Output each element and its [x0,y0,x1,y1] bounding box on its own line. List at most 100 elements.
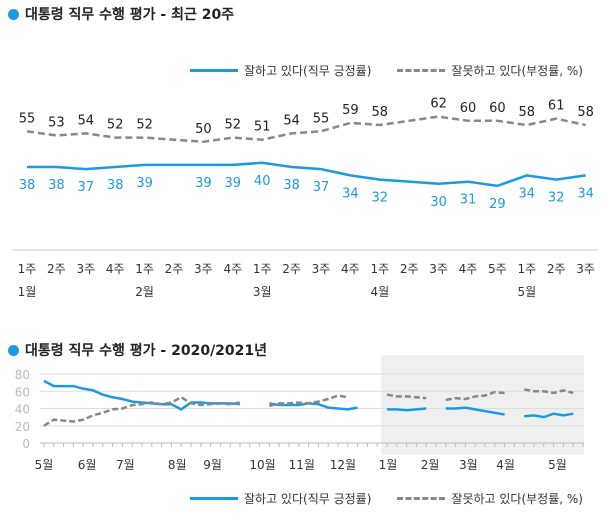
x-tick-label: 3주 [429,262,448,276]
month-label: 1월 [18,285,37,299]
disapprove-data-label: 54 [78,113,95,128]
approve-data-label: 30 [430,195,447,210]
month-label: 4월 [496,458,515,472]
approve-data-label: 34 [342,186,359,201]
legend-approve-swatch [190,69,238,72]
month-label: 2월 [135,285,154,299]
disapprove-data-label: 61 [548,99,565,114]
month-label: 2월 [421,458,440,472]
approve-data-label: 37 [313,180,330,195]
disapprove-line [445,390,505,402]
disapprove-data-label: 55 [19,111,36,126]
approve-data-label: 32 [372,191,389,206]
disapprove-data-label: 60 [460,101,477,116]
x-tick-label: 4주 [223,262,242,276]
legend-disapprove-label: 잘못하고 있다(부정률, %) [451,64,583,78]
disapprove-line [386,393,427,400]
chart-title-recent: 대통령 직무 수행 평가 - 최근 20주 [8,4,234,24]
approve-line [269,402,358,411]
legend-approve-label: 잘하고 있다(직무 긍정률) [244,492,372,506]
x-tick-label: 2주 [400,262,419,276]
month-label: 7월 [116,458,135,472]
approve-line [524,412,574,419]
y-tick-label: 60 [15,385,30,399]
x-tick-label: 2주 [47,262,66,276]
approve-data-label: 34 [577,186,594,201]
x-tick-label: 4주 [341,262,360,276]
approve-line [387,407,427,412]
x-tick-label: 1주 [18,262,37,276]
month-label: 1월 [379,458,398,472]
month-label: 4월 [370,285,389,299]
y-tick-label: 0 [22,437,30,451]
disapprove-data-label: 52 [107,118,124,133]
legend-disapprove-swatch [397,497,446,500]
approve-data-label: 34 [519,186,536,201]
approve-line [27,161,586,188]
approve-data-label: 38 [19,178,36,193]
approve-data-label: 39 [195,176,212,191]
x-tick-label: 2주 [165,262,184,276]
x-tick-label: 3주 [576,262,595,276]
month-label: 5월 [517,285,536,299]
legend-bottom: 잘하고 있다(직무 긍정률) 잘못하고 있다(부정률, %) [190,490,583,507]
x-tick-label: 3주 [76,262,95,276]
disapprove-line [269,394,349,408]
disapprove-data-label: 58 [372,105,389,120]
disapprove-line [26,115,586,144]
x-tick-label: 1주 [370,262,389,276]
approve-line [43,379,241,411]
month-label: 3월 [459,458,478,472]
y-tick-label: 20 [15,420,30,434]
x-tick-label: 3주 [312,262,331,276]
legend-disapprove-swatch [397,69,446,72]
approve-data-label: 29 [489,197,506,212]
month-label: 12월 [330,458,356,472]
x-tick-label: 2주 [282,262,301,276]
disapprove-data-label: 58 [577,105,594,120]
disapprove-data-label: 59 [342,103,359,118]
x-tick-label: 4주 [459,262,478,276]
approve-data-label: 38 [107,178,124,193]
disapprove-line [523,388,574,395]
disapprove-data-label: 51 [254,120,271,135]
recent-20-week-chart: 1주 2주 3주 4주 1주 2주 3주 4주 1주 2주 3주 4주 1주 2주 3주 4주 5주 1주 2주 3주… [12,97,598,299]
approve-data-label: 40 [254,174,271,189]
approve-data-label: 39 [136,176,153,191]
month-label: 8월 [168,458,187,472]
month-label: 10월 [249,458,275,472]
legend-top: 잘하고 있다(직무 긍정률) 잘못하고 있다(부정률, %) [190,62,583,79]
disapprove-data-label: 50 [195,122,212,137]
disapprove-line [43,395,241,427]
disapprove-data-label: 54 [283,113,300,128]
disapprove-data-label: 53 [48,116,65,131]
x-tick-label: 1주 [253,262,272,276]
bullet-icon [8,344,19,356]
x-tick-label: 4주 [106,262,125,276]
month-label: 5월 [35,458,54,472]
disapprove-data-label: 52 [136,118,153,133]
legend-approve-swatch [190,497,238,500]
bullet-icon [8,8,19,20]
approve-data-label: 31 [460,193,477,208]
legend-approve-label: 잘하고 있다(직무 긍정률) [244,64,372,78]
approve-data-label: 38 [48,178,65,193]
disapprove-data-label: 58 [519,105,536,120]
approve-data-label: 37 [78,180,95,195]
x-tick-label: 1주 [517,262,536,276]
disapprove-data-label: 60 [489,101,506,116]
x-tick-label: 2주 [547,262,566,276]
month-label: 5월 [548,458,567,472]
approve-line [445,406,505,416]
y-tick-label: 40 [15,403,30,417]
month-label: 3월 [253,285,272,299]
disapprove-data-label: 55 [313,111,330,126]
chart-title-yearly: 대통령 직무 수행 평가 - 2020/2021년 [8,340,267,360]
month-label: 9월 [203,458,222,472]
x-tick-label: 3주 [194,262,213,276]
approve-data-label: 38 [283,178,300,193]
disapprove-data-label: 52 [225,118,242,133]
approve-data-label: 32 [548,191,565,206]
disapprove-data-label: 62 [430,97,447,112]
